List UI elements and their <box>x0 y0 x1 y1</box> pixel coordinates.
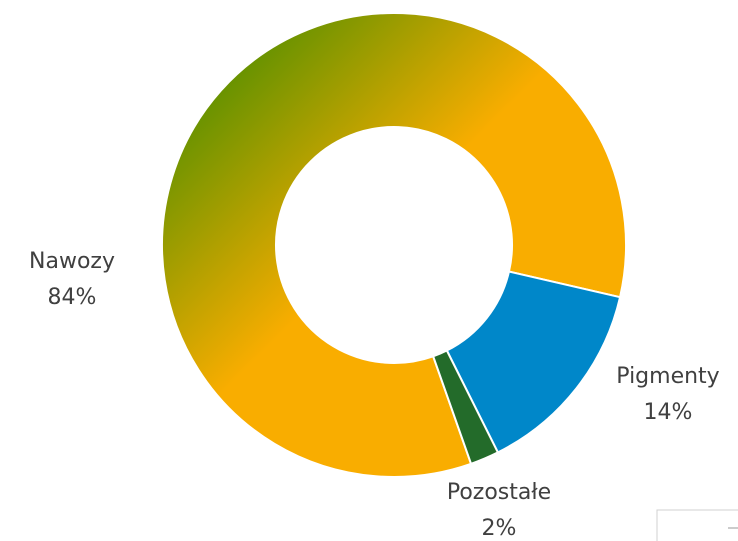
slice-value-label: 84% <box>48 285 97 310</box>
slice-label: Pozostałe <box>447 480 551 505</box>
slice-label: Pigmenty <box>616 364 719 389</box>
ui-box <box>656 509 738 541</box>
donut-slice <box>161 12 627 478</box>
slice-value-label: 14% <box>644 400 693 425</box>
donut-slice <box>445 270 622 454</box>
slice-label: Nawozy <box>29 249 115 274</box>
donut-slice <box>431 349 500 466</box>
slice-value-label: 2% <box>482 516 517 541</box>
